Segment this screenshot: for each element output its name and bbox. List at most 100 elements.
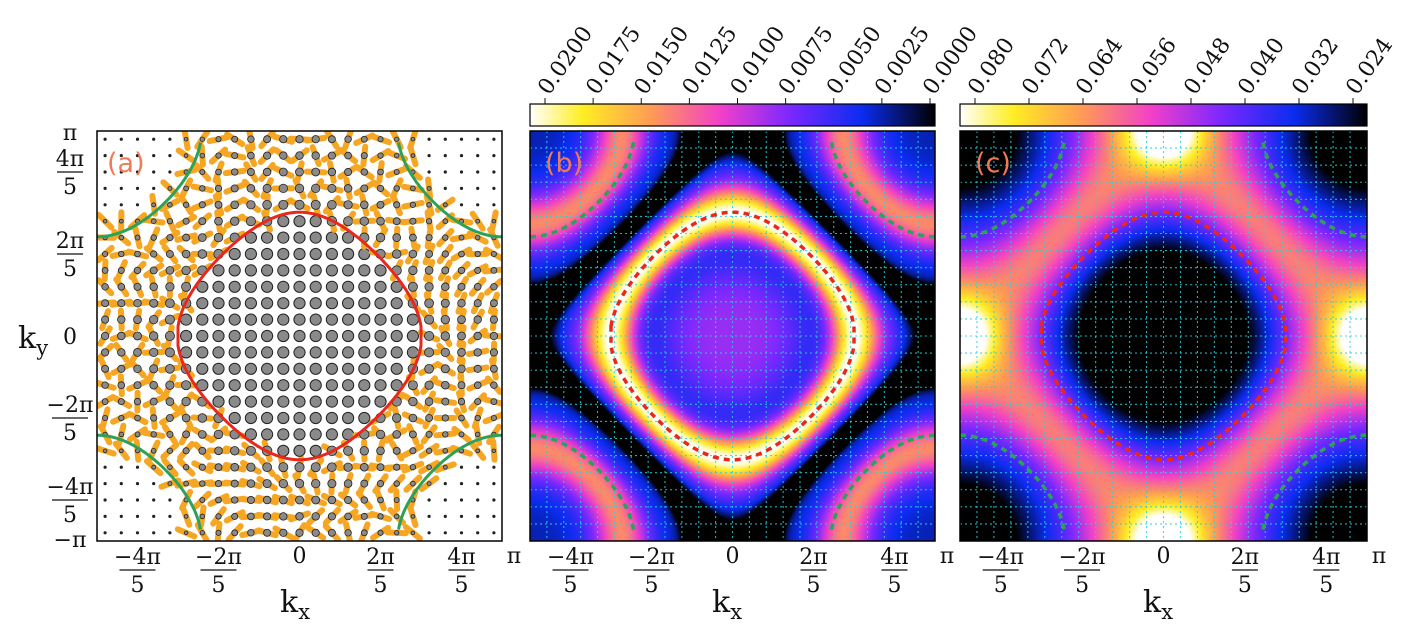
occupied-state-dot	[325, 346, 338, 359]
occupied-state-dot	[342, 280, 355, 293]
occupied-state-dot	[293, 264, 306, 277]
panel-b-colorbar	[529, 103, 936, 127]
state-dot	[230, 446, 240, 456]
y-tick-5-numerator: −4π	[47, 475, 94, 500]
colorbar-tick-label: 0.072	[1017, 34, 1074, 100]
occupied-state-dot	[390, 297, 403, 310]
occupied-state-dot	[309, 395, 322, 408]
state-dot	[117, 266, 125, 274]
state-dot	[279, 512, 288, 521]
state-dot	[442, 464, 448, 470]
state-dot	[101, 299, 110, 308]
state-dot	[440, 364, 450, 374]
state-dot	[440, 347, 450, 358]
occupied-state-dot	[261, 411, 274, 425]
state-dot	[166, 218, 174, 225]
state-dot	[117, 348, 126, 357]
state-dot	[166, 447, 174, 454]
occupied-state-dot	[374, 379, 387, 392]
empty-state-dot	[476, 482, 480, 486]
fermi-surface-green-dashed-bottom	[960, 433, 1066, 530]
occupied-state-dot	[406, 329, 419, 343]
panel-a-x-tick-1-numerator: −2π	[195, 545, 242, 570]
state-dot	[376, 480, 385, 488]
state-dot	[327, 199, 337, 210]
fermi-surface-green-bottom	[97, 433, 202, 530]
empty-state-dot	[443, 154, 447, 158]
state-dot	[149, 380, 158, 390]
y-tick-6: −π	[54, 528, 87, 553]
state-dot	[490, 381, 498, 389]
empty-state-dot	[152, 137, 156, 141]
state-dot	[213, 232, 224, 243]
state-dot	[181, 380, 192, 391]
empty-state-dot	[492, 514, 496, 519]
panel-b-x-tick-2: 0	[726, 544, 740, 569]
state-dot	[214, 184, 223, 192]
state-dot	[457, 315, 466, 324]
state-dot	[393, 169, 400, 175]
state-dot	[149, 364, 159, 374]
state-dot	[214, 446, 223, 456]
empty-state-dot	[135, 498, 140, 502]
state-dot	[311, 528, 320, 537]
state-dot	[151, 202, 157, 208]
state-dot	[294, 478, 305, 489]
state-dot	[360, 184, 369, 193]
state-dot	[457, 397, 466, 406]
state-dot	[102, 218, 108, 224]
panel-b-x-tick-0: −4π5	[547, 545, 594, 598]
empty-state-dot	[135, 203, 140, 207]
state-dot	[246, 200, 256, 210]
empty-state-dot	[443, 531, 447, 535]
occupied-state-dot	[325, 362, 338, 375]
state-dot	[165, 298, 175, 309]
panel-a-label: (a)	[107, 148, 145, 179]
occupied-state-dot	[342, 313, 355, 326]
state-dot	[149, 331, 159, 341]
state-dot	[278, 462, 289, 473]
state-dot	[440, 314, 450, 325]
state-dot	[245, 216, 256, 227]
state-dot	[410, 153, 416, 158]
panel-a-x-tick-1: −2π5	[195, 545, 242, 598]
occupied-state-dot	[358, 329, 371, 343]
occupied-state-dot	[261, 346, 274, 359]
empty-state-dot	[119, 465, 123, 469]
y-tick-0: π	[63, 121, 77, 146]
state-dot	[150, 448, 157, 454]
empty-state-dot	[459, 137, 464, 141]
state-dot	[101, 267, 109, 274]
state-dot	[278, 495, 288, 505]
empty-state-dot	[459, 203, 464, 207]
fermi-surface-green-dashed-top	[960, 142, 1066, 239]
state-dot	[149, 298, 159, 308]
state-dot	[117, 364, 126, 373]
panel-c-x-tick-2: 0	[1157, 544, 1171, 569]
state-dot	[359, 216, 369, 226]
empty-state-dot	[103, 203, 107, 207]
occupied-state-dot	[277, 362, 290, 375]
occupied-state-dot	[212, 313, 225, 326]
state-dot	[117, 315, 126, 324]
state-dot	[344, 529, 352, 537]
state-dot	[181, 396, 191, 407]
state-dot	[474, 234, 481, 241]
state-dot	[181, 249, 191, 259]
state-dot	[118, 234, 125, 241]
y-tick-6: −π	[54, 528, 87, 553]
occupied-state-dot	[228, 329, 241, 343]
empty-state-dot	[152, 498, 156, 502]
state-dot	[295, 151, 304, 160]
panel-c-kx-sub: x	[1161, 600, 1173, 624]
state-dot	[393, 185, 400, 192]
state-dot	[391, 413, 402, 423]
state-dot	[230, 479, 239, 488]
panel-b-kx-axis-label: kx	[712, 585, 742, 624]
state-dot	[199, 513, 206, 520]
state-dot	[344, 135, 352, 143]
fermi-surface-red	[176, 210, 423, 462]
occupied-state-dot	[277, 313, 290, 326]
state-dot	[262, 479, 272, 489]
